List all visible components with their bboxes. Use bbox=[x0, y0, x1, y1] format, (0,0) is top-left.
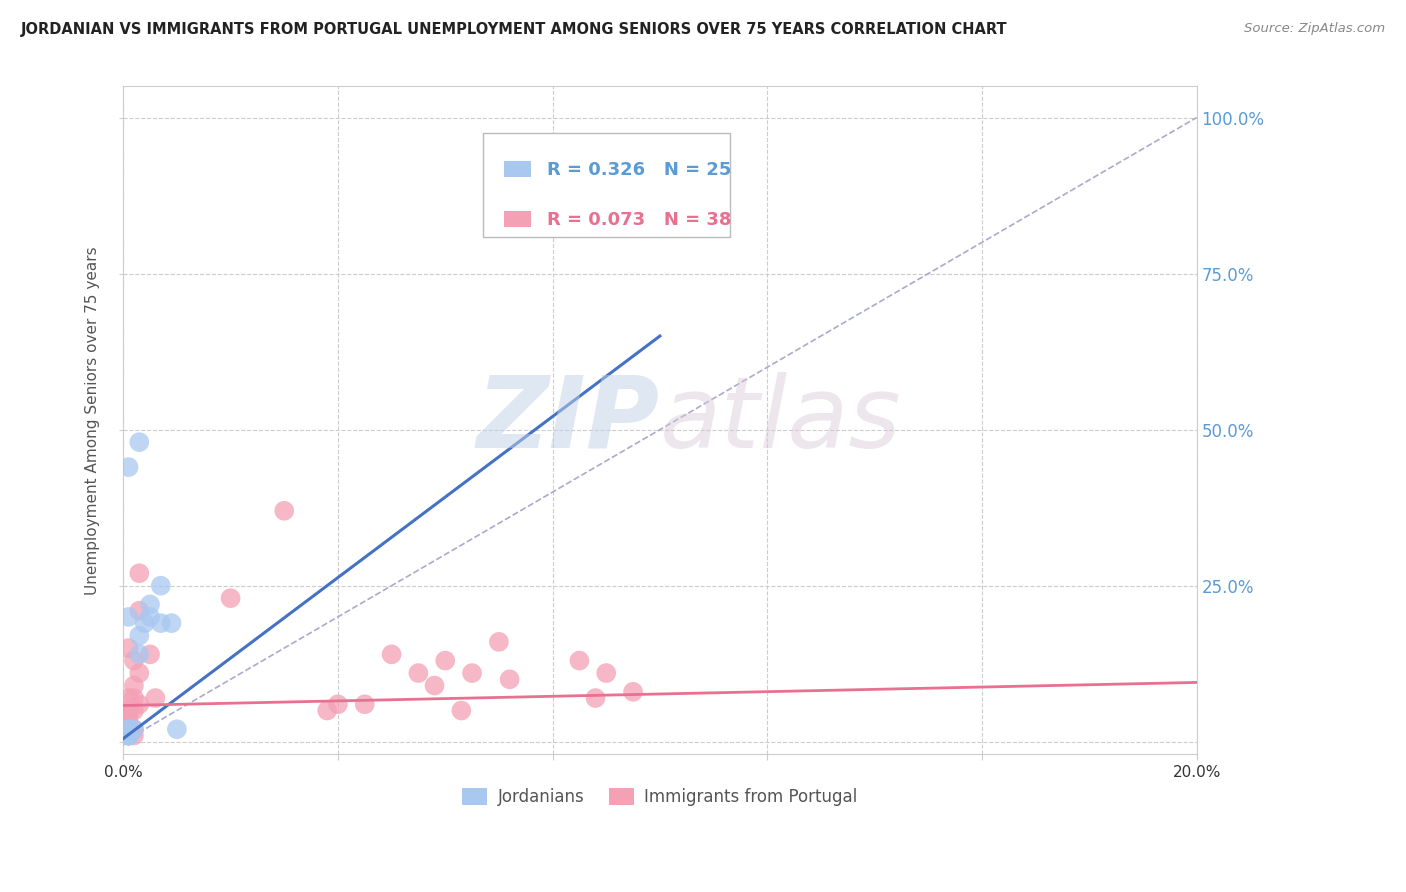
Point bbox=[117, 723, 139, 737]
Point bbox=[112, 729, 135, 743]
Point bbox=[128, 666, 150, 681]
Point bbox=[380, 648, 402, 662]
Point bbox=[117, 729, 139, 743]
Point bbox=[117, 704, 139, 718]
Point bbox=[117, 729, 139, 743]
Text: R = 0.326   N = 25: R = 0.326 N = 25 bbox=[547, 161, 731, 178]
Point bbox=[595, 666, 617, 681]
Point bbox=[160, 616, 183, 631]
Point bbox=[122, 729, 145, 743]
Point bbox=[117, 729, 139, 743]
Point bbox=[166, 723, 188, 737]
Point bbox=[139, 610, 162, 624]
Point bbox=[450, 704, 472, 718]
Point bbox=[145, 691, 167, 706]
FancyBboxPatch shape bbox=[482, 133, 730, 236]
Point bbox=[117, 710, 139, 724]
Point bbox=[128, 648, 150, 662]
Text: atlas: atlas bbox=[659, 372, 901, 469]
Point bbox=[117, 723, 139, 737]
Point bbox=[122, 679, 145, 693]
Point bbox=[117, 641, 139, 656]
Point bbox=[139, 648, 162, 662]
Point bbox=[423, 679, 446, 693]
Point bbox=[498, 673, 520, 687]
Point bbox=[316, 704, 339, 718]
Point bbox=[128, 604, 150, 618]
Point bbox=[117, 729, 139, 743]
Point bbox=[122, 691, 145, 706]
Point bbox=[326, 698, 349, 712]
Point bbox=[117, 729, 139, 743]
Point bbox=[139, 598, 162, 612]
Point bbox=[128, 435, 150, 450]
Point bbox=[117, 729, 139, 743]
Point bbox=[117, 723, 139, 737]
Point bbox=[112, 729, 135, 743]
Point bbox=[128, 629, 150, 643]
Point bbox=[117, 729, 139, 743]
Point bbox=[273, 504, 295, 518]
Point bbox=[353, 698, 375, 712]
Point bbox=[117, 610, 139, 624]
Y-axis label: Unemployment Among Seniors over 75 years: Unemployment Among Seniors over 75 years bbox=[86, 246, 100, 595]
Legend: Jordanians, Immigrants from Portugal: Jordanians, Immigrants from Portugal bbox=[456, 781, 865, 813]
Point bbox=[149, 616, 172, 631]
Point bbox=[122, 723, 145, 737]
Point bbox=[122, 723, 145, 737]
FancyBboxPatch shape bbox=[505, 161, 531, 177]
Point bbox=[117, 716, 139, 731]
Point bbox=[117, 691, 139, 706]
Point bbox=[621, 685, 644, 699]
Point bbox=[122, 704, 145, 718]
Point bbox=[408, 666, 430, 681]
Point bbox=[112, 716, 135, 731]
Point bbox=[585, 691, 607, 706]
Point bbox=[117, 729, 139, 743]
Point bbox=[568, 654, 591, 668]
Text: JORDANIAN VS IMMIGRANTS FROM PORTUGAL UNEMPLOYMENT AMONG SENIORS OVER 75 YEARS C: JORDANIAN VS IMMIGRANTS FROM PORTUGAL UN… bbox=[21, 22, 1008, 37]
Point bbox=[117, 704, 139, 718]
Point bbox=[122, 654, 145, 668]
Text: R = 0.073   N = 38: R = 0.073 N = 38 bbox=[547, 211, 731, 229]
Point bbox=[134, 616, 156, 631]
Point bbox=[149, 579, 172, 593]
Point bbox=[117, 723, 139, 737]
Point bbox=[219, 591, 242, 606]
Text: ZIP: ZIP bbox=[477, 372, 659, 469]
Point bbox=[488, 635, 510, 649]
Point bbox=[117, 460, 139, 475]
Point bbox=[461, 666, 484, 681]
Text: Source: ZipAtlas.com: Source: ZipAtlas.com bbox=[1244, 22, 1385, 36]
Point bbox=[128, 698, 150, 712]
Point bbox=[434, 654, 457, 668]
FancyBboxPatch shape bbox=[505, 211, 531, 227]
Point bbox=[128, 566, 150, 581]
